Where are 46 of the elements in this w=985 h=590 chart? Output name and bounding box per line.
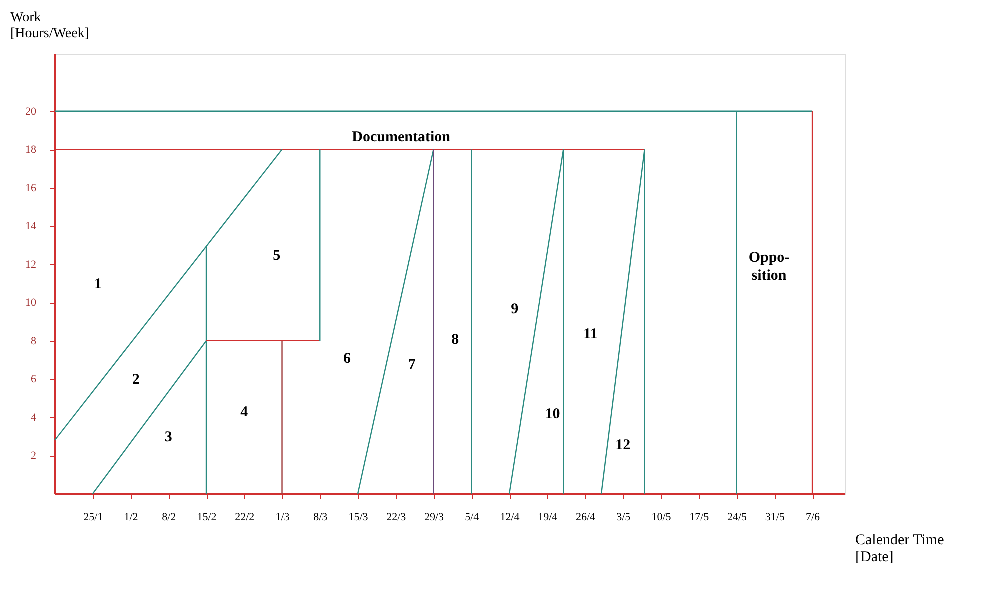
x-tick-label: 31/5 [765, 512, 786, 524]
y-tick-label: 8 [31, 335, 37, 348]
y-tick-label: 12 [26, 258, 36, 271]
annotation: 3 [164, 430, 172, 446]
y-tick-label: 20 [26, 106, 37, 118]
annotation: Documentation [352, 129, 452, 146]
x-tick-label: 22/3 [386, 512, 407, 524]
x-tick-label: 26/4 [576, 512, 596, 524]
x-tick-label: 19/4 [538, 512, 558, 524]
y-tick-label: 18 [26, 144, 37, 156]
x-tick-label: 8/3 [314, 512, 328, 524]
annotation: 9 [511, 301, 519, 318]
x-tick-label: 1/3 [276, 512, 290, 524]
annotation: 1 [94, 276, 102, 293]
annotation: 2 [132, 372, 140, 388]
x-tick-label: 10/5 [652, 512, 672, 524]
y-tick-label: 4 [31, 412, 37, 424]
annotation: 6 [343, 351, 352, 368]
x-tick-label: 15/3 [348, 512, 369, 524]
annotation: 8 [452, 332, 460, 348]
annotation: Oppo- sition [748, 250, 790, 284]
y-tick-label: 2 [31, 450, 36, 462]
y-tick-label: 14 [26, 220, 37, 233]
x-tick-label: 24/5 [728, 512, 748, 524]
x-tick-label: 1/2 [124, 512, 138, 524]
x-tick-label: 3/5 [616, 512, 632, 524]
x-tick-label: 15/2 [197, 512, 217, 524]
x-tick-label: 7/6 [806, 512, 821, 524]
y-axis-title: Work [Hours/Week] [10, 10, 90, 42]
x-tick-label: 25/1 [84, 512, 104, 524]
y-tick-label: 16 [26, 182, 37, 194]
annotation: 4 [240, 404, 249, 421]
x-tick-label: 8/2 [162, 512, 176, 524]
annotation: 11 [584, 326, 598, 342]
x-axis-title: Calender Time [Date] [856, 532, 945, 566]
annotation: 10 [545, 406, 560, 423]
annotation: 5 [273, 248, 281, 264]
x-tick-label: 12/4 [500, 512, 520, 524]
x-tick-label: 17/5 [690, 512, 710, 524]
x-tick-label: 5/4 [465, 512, 480, 524]
x-tick-label: 29/3 [424, 512, 445, 524]
y-tick-label: 6 [31, 374, 37, 386]
y-tick-label: 10 [26, 297, 37, 310]
annotation: 12 [616, 437, 631, 454]
annotation: 7 [408, 356, 416, 373]
x-tick-label: 22/2 [235, 512, 255, 524]
